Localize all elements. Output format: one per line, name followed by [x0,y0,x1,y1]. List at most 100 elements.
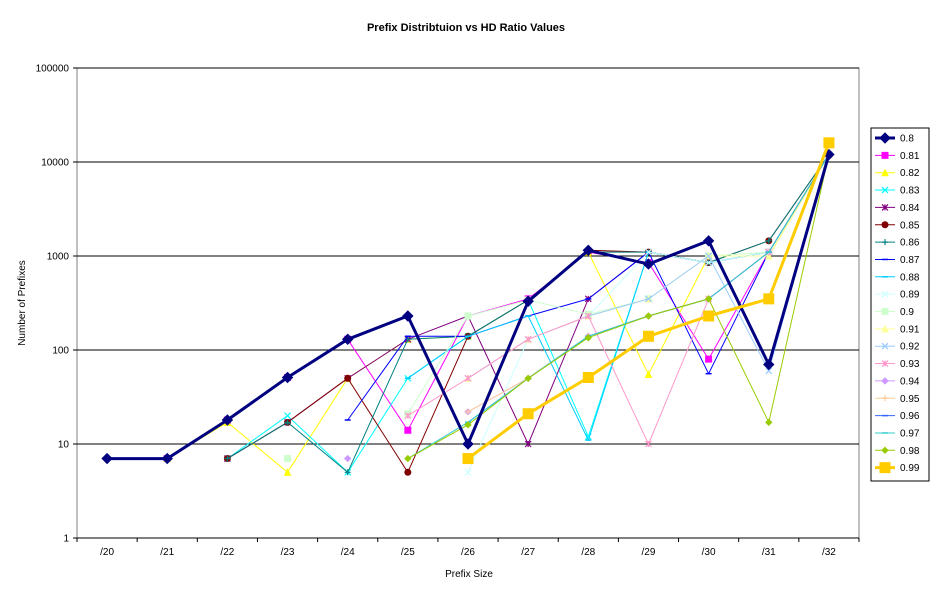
legend-item: 0.87 [875,255,920,266]
data-point [404,412,412,420]
legend-item: 0.82 [875,168,920,179]
data-point [765,237,772,244]
data-point [101,452,113,465]
plot-area: 1 10 100 1000 10000 100000/20/21/22/23/24/25 /… [36,64,860,558]
legend-marker [881,151,889,159]
data-point [642,258,655,270]
data-point [524,335,532,343]
legend-label: 0.86 [900,238,920,249]
legend-marker [881,446,889,455]
y-tick-label: 100 [52,346,69,357]
data-point [161,452,173,465]
legend-item: 0.94 [875,376,920,387]
legend-item: 0.88 [875,272,920,283]
legend-label: 0.91 [900,324,920,335]
y-tick-label: 10 [58,440,70,451]
data-point [522,408,534,420]
y-tick-label: 1000 [47,252,70,263]
x-tick-label: /32 [822,547,836,558]
data-point [404,468,412,476]
legend-label: 0.96 [900,411,920,422]
data-point [584,312,592,320]
data-point [705,252,713,260]
legend-item: 0.97 [875,428,920,439]
series-line [407,154,830,460]
legend-item: 0.85 [875,220,920,231]
data-point [284,412,291,420]
data-point [284,455,292,463]
legend-item: 0.9 [875,307,914,318]
legend-item: 0.92 [875,342,920,353]
data-point [221,414,234,426]
data-point [644,370,653,378]
legend-item: 0.83 [875,186,920,197]
legend-label: 0.92 [900,342,920,353]
x-tick-label: /22 [220,547,234,558]
data-point [344,469,351,476]
legend-marker [881,203,889,211]
legend-item: 0.81 [875,151,920,162]
legend-marker [882,395,888,402]
legend-label: 0.81 [900,151,920,162]
legend-marker [881,168,889,177]
legend-label: 0.84 [900,203,920,214]
x-tick-label: /23 [281,547,295,558]
x-tick-label: /31 [762,547,776,558]
data-point [464,374,472,382]
data-point [464,421,472,429]
legend-item: 0.84 [875,203,920,214]
legend-item: 0.96 [875,411,920,422]
data-point [642,330,654,342]
data-point [522,295,534,307]
legend-label: 0.89 [900,290,920,301]
legend-marker [879,132,891,144]
legend-marker [881,377,889,385]
data-point [284,419,291,426]
legend-marker [881,308,889,315]
y-tick-label: 10000 [41,158,69,169]
legend-box [870,127,930,482]
data-point [404,454,412,463]
x-tick-label: /29 [642,547,656,558]
legend-marker [881,186,889,194]
x-tick-label: /26 [461,547,475,558]
series-0-99 [462,137,835,465]
data-point [404,426,412,434]
x-tick-label: /28 [581,547,595,558]
legend-label: 0.98 [900,446,920,457]
legend-label: 0.85 [900,220,920,231]
legend-item: 0.86 [875,238,920,249]
data-point [283,468,292,476]
data-point [582,371,594,383]
legend-label: 0.88 [900,272,920,283]
data-point [645,248,652,256]
legend-marker [881,221,889,229]
legend-item: 0.98 [875,446,920,457]
legend-label: 0.82 [900,168,920,179]
data-point [704,295,713,303]
legend-label: 0.83 [900,186,920,197]
legend-marker [881,324,889,333]
legend: 0.8 0.81 0.82 0.83 0.84 0.85 0.86 0.87 0.88 0.89 0… [870,127,930,482]
data-point [281,371,294,384]
x-tick-label: /30 [702,547,716,558]
legend-label: 0.93 [900,359,920,370]
legend-label: 0.87 [900,255,920,266]
data-point [764,251,773,260]
legend-item: 0.91 [875,324,920,335]
chart-title: Prefix Distribtuion vs HD Ratio Values [367,22,565,34]
data-point [644,312,653,320]
data-point [464,468,472,476]
y-tick-label: 100000 [36,64,70,75]
legend-item: 0.99 [875,462,920,474]
series-0-8 [101,148,835,465]
data-point [343,454,352,463]
legend-label: 0.99 [900,463,920,474]
x-tick-label: /20 [100,547,114,558]
data-point [464,312,472,320]
legend-item: 0.89 [875,290,920,301]
data-point [765,418,773,427]
x-tick-label: /21 [160,547,174,558]
data-point [582,244,595,257]
data-point [402,310,414,322]
